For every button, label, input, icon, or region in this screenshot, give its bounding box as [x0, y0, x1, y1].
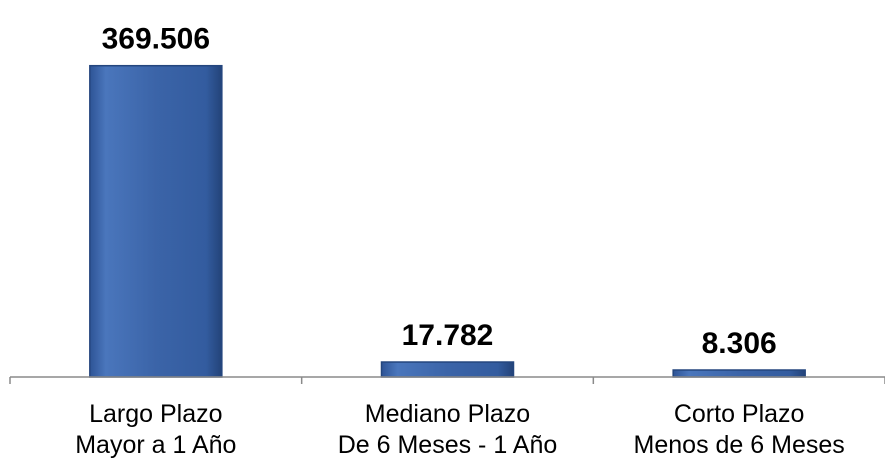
category-label-1-line-2: Mayor a 1 Año	[75, 431, 236, 459]
category-label-3-line-1: Corto Plazo	[674, 400, 805, 428]
bar-2	[380, 361, 515, 378]
data-label-2: 17.782	[402, 319, 494, 352]
category-label-1-line-1: Largo Plazo	[89, 400, 222, 428]
data-label-3: 8.306	[702, 327, 777, 360]
bar-1	[89, 64, 223, 378]
category-label-2-line-1: Mediano Plazo	[365, 400, 530, 428]
category-label-3-line-2: Menos de 6 Meses	[634, 431, 845, 459]
data-label-1: 369.506	[102, 23, 210, 56]
bar-3	[672, 369, 806, 378]
category-label-2-line-2: De 6 Meses - 1 Año	[338, 431, 558, 459]
